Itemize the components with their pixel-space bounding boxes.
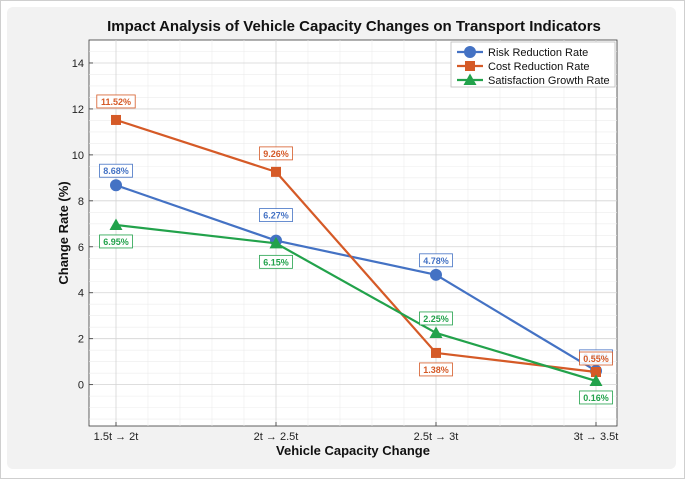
data-label-box (259, 146, 293, 161)
legend-entry-label: Cost Reduction Rate (488, 61, 590, 73)
plot-area (88, 39, 618, 427)
data-label: 0.55% (583, 354, 609, 364)
data-point-marker (430, 268, 442, 281)
data-label-box (419, 311, 453, 326)
x-tick-label: 2.5t → 3t (414, 431, 459, 443)
legend-marker (463, 73, 477, 85)
data-point-marker (591, 367, 601, 378)
data-label: 9.26% (263, 149, 289, 159)
y-tick-label: 6 (78, 242, 84, 254)
series-line-1 (115, 118, 597, 374)
series-line-2 (115, 223, 597, 383)
data-label: 4.78% (423, 256, 449, 266)
y-axis-ticks: 0 2 4 6 8 10 12 14 (72, 58, 93, 392)
data-point-marker (431, 347, 441, 358)
y-tick-label: 2 (78, 334, 84, 346)
y-tick-label: 0 (78, 380, 84, 392)
data-point-marker (269, 236, 283, 249)
data-label: 2.25% (423, 314, 449, 324)
x-axis-ticks: 1.5t → 2t 2t → 2.5t 2.5t → 3t 3t → 3.5t (94, 422, 619, 443)
data-point-marker (110, 179, 122, 192)
data-label: 6.27% (263, 211, 289, 221)
data-label: 6.95% (103, 237, 129, 247)
y-tick-label: 4 (78, 288, 84, 300)
data-label-box (259, 254, 293, 269)
data-label-box (99, 234, 133, 249)
series-line-0 (115, 184, 597, 372)
chart-title: Impact Analysis of Vehicle Capacity Chan… (107, 18, 601, 35)
data-label: 0.16% (583, 393, 609, 403)
y-tick-label: 10 (72, 150, 84, 162)
x-tick-label: 3t → 3.5t (574, 431, 619, 443)
data-point-marker (111, 114, 121, 125)
y-tick-label: 14 (72, 58, 84, 70)
grid-lines (89, 40, 617, 426)
x-tick-label: 1.5t → 2t (94, 431, 139, 443)
legend-box (450, 41, 616, 88)
data-point-marker (429, 326, 443, 338)
legend-marker (465, 61, 475, 71)
data-label-box (96, 94, 136, 109)
data-label-box (259, 208, 293, 222)
data-label: 11.52% (101, 97, 131, 107)
data-label: 6.15% (263, 257, 289, 267)
legend-entry-label: Risk Reduction Rate (488, 47, 588, 59)
data-point-marker (271, 166, 281, 177)
legend-entry-label: Satisfaction Growth Rate (488, 75, 610, 87)
y-axis-label: Change Rate (%) (56, 181, 71, 284)
legend-marker (464, 46, 476, 58)
data-point-marker (109, 218, 123, 230)
data-label: 1.38% (423, 365, 449, 375)
data-label-box (419, 362, 453, 377)
y-tick-label: 12 (72, 104, 84, 116)
data-point-marker (589, 374, 603, 386)
data-label-box (419, 253, 453, 268)
x-axis-label: Vehicle Capacity Change (276, 443, 430, 458)
y-tick-label: 8 (78, 196, 84, 208)
legend: Risk Reduction Rate Cost Reduction Rate Sa… (450, 41, 616, 88)
data-label-box (579, 390, 613, 405)
series-lines (109, 114, 603, 386)
data-label: 8.68% (103, 166, 129, 176)
data-label-box (579, 351, 613, 366)
data-labels: 8.68%6.27%4.78%0.60%11.52%9.26%1.38%0.55… (96, 94, 613, 405)
x-tick-label: 2t → 2.5t (254, 431, 299, 443)
data-label-box (99, 163, 133, 178)
